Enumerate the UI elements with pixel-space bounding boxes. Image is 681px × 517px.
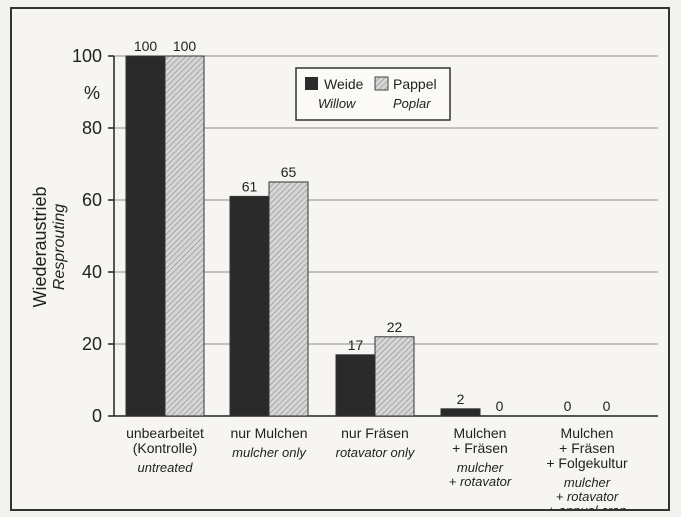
value-label-pappel-4: 0 bbox=[603, 398, 611, 414]
bar-pappel-1 bbox=[268, 181, 309, 417]
value-label-pappel-1: 65 bbox=[281, 164, 297, 180]
bar-weide-0 bbox=[125, 55, 166, 417]
y-tick-label-80: 80 bbox=[82, 118, 102, 138]
y-tick-label-100: 100 bbox=[72, 46, 102, 66]
chart-frame: 0 20 40 60 80 100 100 61 17 2 0 100 65 22 0 0 unbearbei… bbox=[10, 7, 670, 511]
value-label-pappel-2: 22 bbox=[387, 319, 403, 335]
category-label-en-1-0: mulcher only bbox=[232, 445, 307, 460]
bar-pappel-0 bbox=[164, 55, 205, 417]
category-label-3-0: Mulchen bbox=[454, 425, 507, 441]
category-label-4-1: + Fräsen bbox=[559, 440, 615, 456]
value-label-weide-0: 100 bbox=[134, 38, 158, 54]
category-label-1-0: nur Mulchen bbox=[230, 425, 307, 441]
category-label-en-4-0: mulcher bbox=[564, 475, 611, 490]
value-label-weide-1: 61 bbox=[242, 178, 258, 194]
category-label-4-0: Mulchen bbox=[561, 425, 614, 441]
category-label-en-3-1: + rotavator bbox=[449, 474, 512, 489]
y-tick-label-20: 20 bbox=[82, 334, 102, 354]
legend-swatch-weide bbox=[305, 77, 318, 90]
category-label-0-1: (Kontrolle) bbox=[133, 440, 198, 456]
legend-label-pappel: Pappel bbox=[393, 76, 437, 92]
category-label-2-0: nur Fräsen bbox=[341, 425, 409, 441]
bar-weide-1 bbox=[229, 195, 270, 417]
value-label-pappel-3: 0 bbox=[496, 398, 504, 414]
category-label-en-4-2: + annual crop bbox=[547, 503, 626, 509]
legend-swatch-pappel bbox=[374, 76, 389, 91]
category-label-en-3-0: mulcher bbox=[457, 460, 504, 475]
value-label-weide-3: 2 bbox=[457, 391, 465, 407]
category-label-3-1: + Fräsen bbox=[452, 440, 508, 456]
value-label-weide-4: 0 bbox=[564, 398, 572, 414]
bar-pappel-2 bbox=[374, 336, 415, 417]
category-label-en-2-0: rotavator only bbox=[336, 445, 416, 460]
y-tick-label-60: 60 bbox=[82, 190, 102, 210]
category-label-4-2: + Folgekultur bbox=[546, 455, 628, 471]
bar-weide-3 bbox=[440, 408, 481, 417]
legend-label-poplar: Poplar bbox=[393, 96, 431, 111]
category-label-en-0-0: untreated bbox=[138, 460, 194, 475]
y-axis-title: Wiederaustrieb bbox=[30, 186, 50, 307]
legend: Weide Willow Pappel Poplar bbox=[295, 67, 451, 121]
legend-label-willow: Willow bbox=[318, 96, 357, 111]
category-label-0-0: unbearbeitet bbox=[126, 425, 204, 441]
legend-label-weide: Weide bbox=[324, 76, 364, 92]
value-label-weide-2: 17 bbox=[348, 337, 364, 353]
y-axis-unit: % bbox=[84, 83, 100, 103]
category-label-en-4-1: + rotavator bbox=[556, 489, 619, 504]
y-tick-label-40: 40 bbox=[82, 262, 102, 282]
value-label-pappel-0: 100 bbox=[173, 38, 197, 54]
y-tick-label-0: 0 bbox=[92, 406, 102, 426]
bar-weide-2 bbox=[335, 354, 376, 417]
y-axis-title-en: Resprouting bbox=[51, 204, 68, 290]
